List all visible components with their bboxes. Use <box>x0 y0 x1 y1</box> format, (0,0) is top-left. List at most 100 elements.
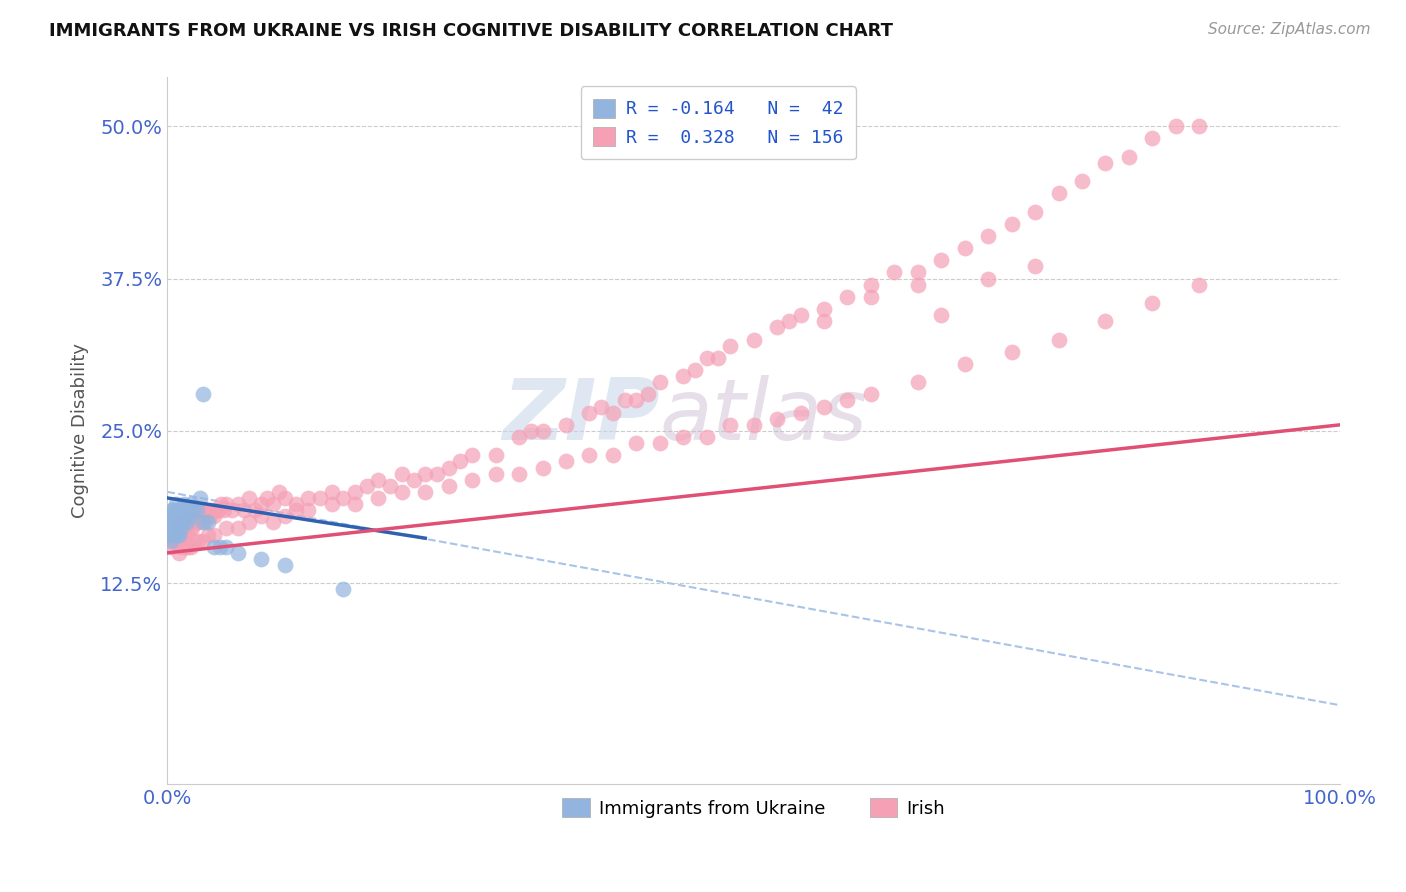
Point <box>169 516 191 530</box>
Point <box>508 467 530 481</box>
Point <box>173 497 195 511</box>
Point <box>174 516 197 530</box>
Text: IMMIGRANTS FROM UKRAINE VS IRISH COGNITIVE DISABILITY CORRELATION CHART: IMMIGRANTS FROM UKRAINE VS IRISH COGNITI… <box>49 22 893 40</box>
Point <box>520 424 543 438</box>
Point <box>837 393 859 408</box>
Point <box>977 271 1000 285</box>
Point <box>160 516 183 530</box>
Point <box>859 290 882 304</box>
Point <box>181 509 204 524</box>
Point <box>179 509 201 524</box>
Point <box>485 467 508 481</box>
Point <box>194 516 217 530</box>
Point <box>226 546 249 560</box>
Point <box>176 527 198 541</box>
Point <box>197 527 219 541</box>
Point <box>159 509 181 524</box>
Point <box>531 424 554 438</box>
Point <box>167 516 190 530</box>
Point <box>929 253 952 268</box>
Point <box>262 497 284 511</box>
Point <box>167 521 190 535</box>
Point <box>157 516 180 530</box>
Point <box>859 277 882 292</box>
Point <box>413 467 436 481</box>
Point <box>183 516 205 530</box>
Legend: Immigrants from Ukraine, Irish: Immigrants from Ukraine, Irish <box>555 791 952 825</box>
Point <box>160 521 183 535</box>
Point <box>378 479 401 493</box>
Point <box>742 417 765 432</box>
Point <box>1047 186 1070 201</box>
Point <box>626 393 648 408</box>
Point <box>215 497 238 511</box>
Point <box>169 516 191 530</box>
Point <box>578 448 600 462</box>
Point <box>170 503 193 517</box>
Point <box>907 277 929 292</box>
Point <box>613 393 636 408</box>
Point <box>813 301 835 316</box>
Point <box>191 516 214 530</box>
Point <box>250 497 273 511</box>
Point <box>250 552 273 566</box>
Point <box>238 491 260 505</box>
Point <box>555 417 578 432</box>
Point <box>176 516 198 530</box>
Point <box>591 400 613 414</box>
Point <box>165 497 187 511</box>
Point <box>215 540 238 554</box>
Point <box>180 509 202 524</box>
Point <box>672 430 695 444</box>
Point <box>166 527 188 541</box>
Point <box>163 527 186 541</box>
Point <box>162 516 184 530</box>
Point <box>1094 314 1116 328</box>
Point <box>198 509 221 524</box>
Point <box>1024 204 1046 219</box>
Point <box>183 533 205 548</box>
Text: atlas: atlas <box>659 376 868 458</box>
Point <box>837 290 859 304</box>
Point <box>187 503 209 517</box>
Point <box>813 400 835 414</box>
Point <box>742 333 765 347</box>
Point <box>166 533 188 548</box>
Point <box>174 503 197 517</box>
Point <box>188 516 211 530</box>
Point <box>1000 344 1022 359</box>
Point <box>321 497 343 511</box>
Point <box>450 454 472 468</box>
Point <box>208 503 231 517</box>
Point <box>508 430 530 444</box>
Point <box>170 521 193 535</box>
Point <box>332 491 354 505</box>
Point <box>907 375 929 389</box>
Point <box>181 503 204 517</box>
Point <box>953 241 976 255</box>
Point <box>285 503 308 517</box>
Point <box>172 516 194 530</box>
Point <box>177 540 200 554</box>
Point <box>461 448 484 462</box>
Point <box>285 497 308 511</box>
Point <box>186 516 208 530</box>
Point <box>160 533 183 548</box>
Point <box>766 320 789 334</box>
Point <box>165 516 187 530</box>
Point <box>859 387 882 401</box>
Point <box>273 558 295 572</box>
Point <box>485 448 508 462</box>
Point <box>555 454 578 468</box>
Point <box>186 503 208 517</box>
Point <box>648 375 671 389</box>
Point <box>907 265 929 279</box>
Point <box>273 491 295 505</box>
Point <box>195 503 218 517</box>
Point <box>215 521 238 535</box>
Point <box>437 479 460 493</box>
Point <box>172 516 194 530</box>
Point <box>883 265 905 279</box>
Point <box>308 491 330 505</box>
Text: Source: ZipAtlas.com: Source: ZipAtlas.com <box>1208 22 1371 37</box>
